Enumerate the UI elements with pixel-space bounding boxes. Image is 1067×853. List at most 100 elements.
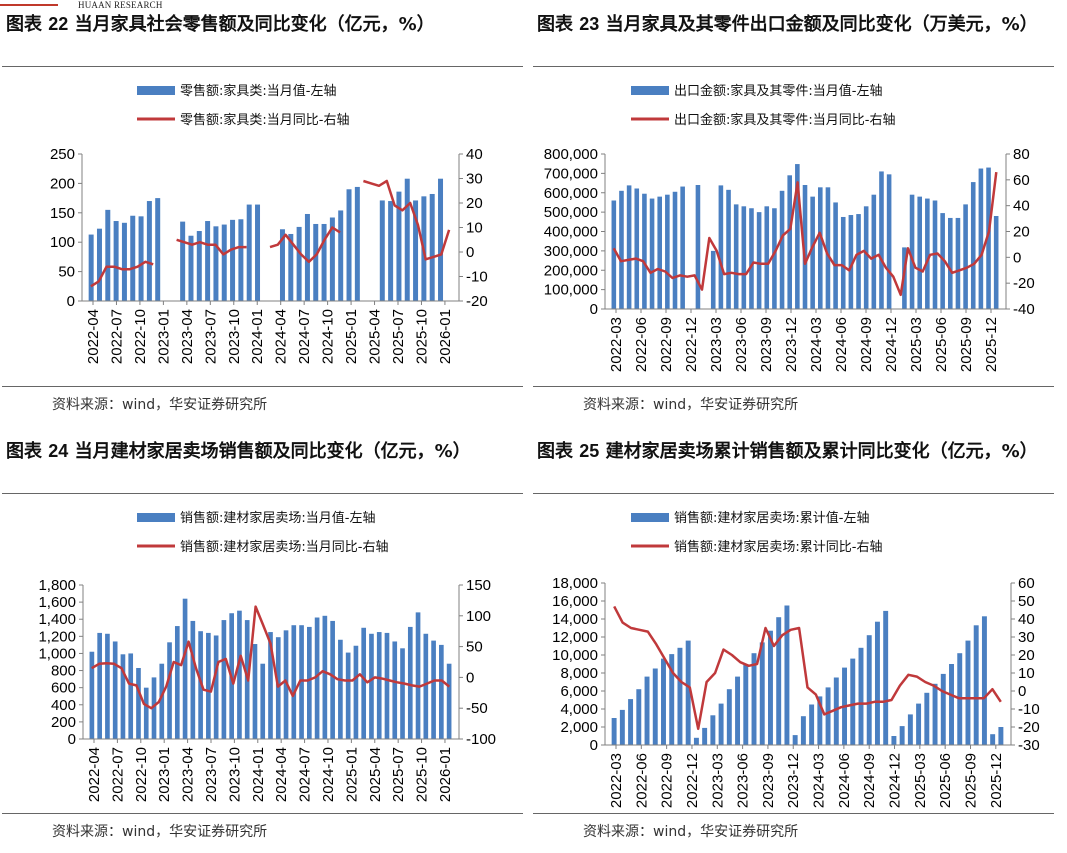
bar-mark — [998, 727, 1004, 745]
bar-mark — [96, 228, 102, 301]
bar-mark — [726, 689, 732, 745]
right-tick-label: 20 — [1013, 224, 1030, 241]
left-tick-label: 50 — [58, 264, 75, 281]
right-tick-label: 40 — [1018, 611, 1035, 628]
bar-mark — [376, 632, 382, 739]
source-divider — [533, 386, 1054, 387]
bar-mark — [818, 187, 823, 309]
bar-mark — [792, 735, 798, 745]
bar-mark — [652, 668, 658, 745]
x-tick-label: 2024-12 — [883, 317, 900, 372]
bar-mark — [636, 689, 642, 745]
bar-mark — [634, 188, 640, 309]
bar-mark — [237, 610, 242, 739]
left-tick-label: 800 — [51, 663, 76, 680]
bar-mark — [733, 204, 739, 310]
title-prefix: 图表 — [537, 441, 573, 462]
x-tick-label: 2023-04 — [179, 309, 196, 364]
bar-mark — [88, 234, 94, 301]
left-tick-label: 1,200 — [38, 628, 76, 645]
bar-mark — [268, 632, 273, 739]
bar-mark — [978, 168, 984, 309]
left-tick-label: 16,000 — [552, 593, 598, 610]
bar-mark — [314, 617, 320, 739]
bar-mark — [874, 621, 880, 745]
legend-label-line: 销售额:建材家居卖场:累计同比-右轴 — [674, 539, 882, 555]
bar-mark — [400, 648, 405, 739]
bar-mark — [188, 235, 194, 301]
x-tick-label: 2025-12 — [988, 753, 1005, 808]
left-tick-label: 100 — [50, 234, 75, 251]
right-tick-label: -100 — [466, 731, 496, 748]
bar-mark — [626, 185, 632, 309]
right-tick-label: 50 — [1018, 593, 1035, 610]
legend-swatch-bar — [137, 86, 175, 95]
bar-mark — [404, 178, 410, 301]
bar-mark — [619, 190, 624, 309]
right-tick-label: -10 — [1018, 701, 1040, 718]
right-tick-label: 20 — [466, 195, 483, 212]
bar-mark — [180, 221, 186, 301]
bar-mark — [296, 226, 302, 301]
bar-mark — [993, 216, 999, 309]
bar-mark — [909, 194, 915, 309]
bar-mark — [299, 625, 304, 739]
left-tick-label: 100,000 — [544, 282, 598, 299]
bar-mark — [917, 196, 922, 310]
bar-mark — [221, 224, 227, 301]
legend-label-line: 零售额:家具类:当月同比-右轴 — [180, 112, 349, 128]
header-brand: HUAAN RESEARCH — [78, 0, 163, 10]
title-text: 当月家具社会零售额及同比变化（亿元，%） — [74, 14, 435, 35]
bar-mark — [642, 193, 647, 309]
bar-mark — [379, 200, 385, 301]
x-tick-label: 2025-10 — [414, 747, 431, 802]
x-tick-label: 2026-01 — [437, 747, 454, 802]
x-tick-label: 2023-12 — [785, 753, 802, 808]
x-tick-label: 2025-04 — [367, 747, 384, 802]
bar-mark — [924, 692, 930, 745]
x-tick-label: 2023-01 — [156, 747, 173, 802]
bar-mark — [407, 626, 413, 739]
bar-mark — [246, 204, 252, 301]
left-tick-label: 0 — [590, 301, 598, 318]
legend-label-line: 出口金额:家具及其零件:当月同比-右轴 — [674, 112, 895, 128]
bar-mark — [779, 190, 785, 309]
x-tick-label: 2024-07 — [297, 747, 314, 802]
bar-mark — [680, 186, 685, 309]
x-tick-label: 2024-01 — [249, 309, 266, 364]
bar-mark — [120, 654, 126, 739]
bar-mark — [388, 201, 394, 301]
right-tick-label: -50 — [466, 700, 488, 717]
bar-mark — [863, 206, 869, 309]
left-tick-label: 600,000 — [544, 185, 598, 202]
bar-mark — [916, 703, 922, 745]
bar-mark — [759, 642, 765, 745]
title-number: 22 — [48, 14, 69, 34]
x-tick-label: 2024-04 — [273, 747, 290, 802]
chart-panel-22: 图表 22 当月家具社会零售额及同比变化（亿元，%） 零售额:家具类:当月值-左… — [0, 0, 531, 426]
legend-label-bar: 销售额:建材家居卖场:累计值-左轴 — [674, 510, 869, 526]
right-tick-label: 30 — [466, 171, 483, 188]
series-line — [613, 605, 1002, 731]
title-text: 建材家居卖场累计销售额及累计同比变化（亿元，%） — [605, 441, 1038, 462]
legend-label-bar: 出口金额:家具及其零件:当月值-左轴 — [674, 83, 882, 99]
left-tick-label: 0 — [68, 731, 76, 748]
x-tick-label: 2022-04 — [86, 747, 103, 802]
source-divider — [533, 813, 1054, 814]
right-tick-label: -10 — [466, 269, 488, 286]
bar-mark — [112, 641, 118, 739]
bar-mark — [886, 174, 892, 309]
x-tick-label: 2022-12 — [683, 317, 700, 372]
x-tick-label: 2024-09 — [858, 317, 875, 372]
bar-mark — [784, 605, 790, 745]
x-tick-label: 2023-10 — [226, 747, 243, 802]
bar-mark — [702, 727, 708, 745]
right-tick-label: 150 — [466, 577, 491, 594]
bar-mark — [764, 206, 770, 309]
x-tick-label: 2024-07 — [296, 309, 313, 364]
title-prefix: 图表 — [6, 14, 42, 35]
bar-mark — [415, 612, 421, 739]
bar-mark — [800, 716, 806, 745]
right-tick-label: -20 — [466, 293, 488, 310]
right-tick-label: 0 — [466, 669, 474, 686]
